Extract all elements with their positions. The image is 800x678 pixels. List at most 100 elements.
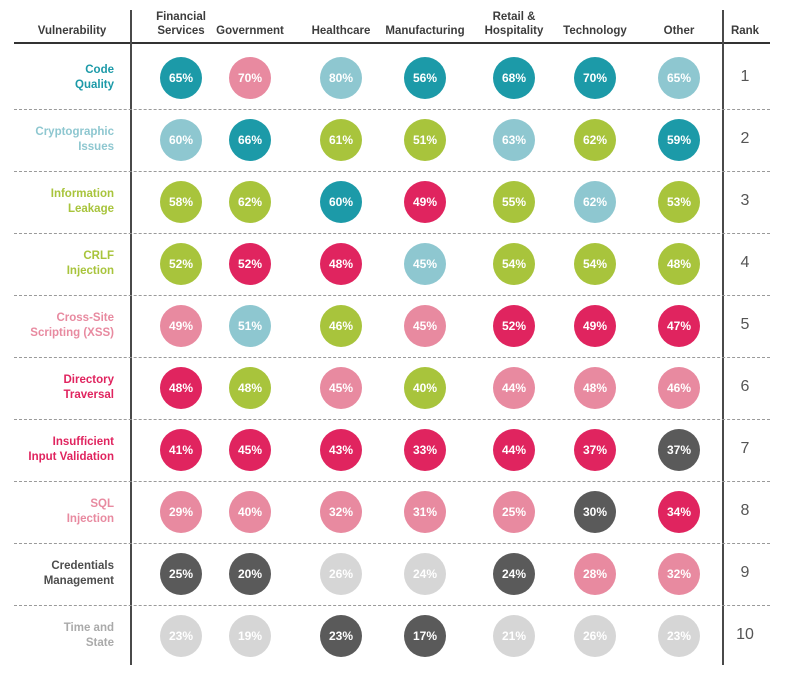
- vulnerability-label: Code Quality: [75, 64, 114, 91]
- percentage-bubble: 54%: [574, 243, 616, 285]
- percentage-bubble: 31%: [404, 491, 446, 533]
- column-header: Manufacturing: [385, 25, 465, 37]
- rank-value: 1: [740, 68, 750, 85]
- percentage-bubble: 51%: [404, 119, 446, 161]
- rank-value: 5: [740, 316, 750, 333]
- rank-value: 4: [740, 254, 750, 271]
- column-header: Vulnerability: [37, 25, 107, 37]
- percentage-bubble: 45%: [229, 429, 271, 471]
- percentage-bubble: 52%: [493, 305, 535, 347]
- percentage-bubble: 60%: [320, 181, 362, 223]
- percentage-bubble: 66%: [229, 119, 271, 161]
- vulnerability-label: Time and State: [63, 622, 114, 649]
- percentage-bubble: 21%: [493, 615, 535, 657]
- percentage-bubble: 46%: [658, 367, 700, 409]
- percentage-bubble: 17%: [404, 615, 446, 657]
- percentage-bubble: 45%: [404, 243, 446, 285]
- percentage-bubble: 25%: [493, 491, 535, 533]
- vulnerability-label: Credentials Management: [43, 560, 114, 587]
- row-divider: [14, 295, 770, 296]
- vulnerability-label: CRLF Injection: [66, 250, 114, 277]
- rank-value: 2: [740, 130, 750, 147]
- header-rule: [14, 42, 770, 44]
- column-header: Healthcare: [311, 25, 371, 37]
- row-divider: [14, 605, 770, 606]
- percentage-bubble: 58%: [160, 181, 202, 223]
- percentage-bubble: 40%: [229, 491, 271, 533]
- percentage-bubble: 37%: [658, 429, 700, 471]
- percentage-bubble: 32%: [658, 553, 700, 595]
- percentage-bubble: 62%: [574, 119, 616, 161]
- percentage-bubble: 47%: [658, 305, 700, 347]
- column-header: Rank: [730, 25, 760, 37]
- rank-value: 6: [740, 378, 750, 395]
- column-header: Financial Services: [156, 11, 206, 37]
- percentage-bubble: 60%: [160, 119, 202, 161]
- percentage-bubble: 65%: [658, 57, 700, 99]
- percentage-bubble: 23%: [160, 615, 202, 657]
- percentage-bubble: 37%: [574, 429, 616, 471]
- percentage-bubble: 53%: [658, 181, 700, 223]
- percentage-bubble: 44%: [493, 429, 535, 471]
- rank-value: 3: [740, 192, 750, 209]
- row-divider: [14, 171, 770, 172]
- percentage-bubble: 70%: [574, 57, 616, 99]
- percentage-bubble: 62%: [229, 181, 271, 223]
- percentage-bubble: 29%: [160, 491, 202, 533]
- vulnerability-label: Directory Traversal: [63, 374, 114, 401]
- percentage-bubble: 52%: [160, 243, 202, 285]
- percentage-bubble: 48%: [160, 367, 202, 409]
- percentage-bubble: 23%: [320, 615, 362, 657]
- percentage-bubble: 80%: [320, 57, 362, 99]
- percentage-bubble: 19%: [229, 615, 271, 657]
- percentage-bubble: 65%: [160, 57, 202, 99]
- percentage-bubble: 54%: [493, 243, 535, 285]
- percentage-bubble: 26%: [320, 553, 362, 595]
- percentage-bubble: 20%: [229, 553, 271, 595]
- percentage-bubble: 55%: [493, 181, 535, 223]
- percentage-bubble: 33%: [404, 429, 446, 471]
- row-divider: [14, 481, 770, 482]
- rank-value: 8: [740, 502, 750, 519]
- percentage-bubble: 25%: [160, 553, 202, 595]
- percentage-bubble: 68%: [493, 57, 535, 99]
- vulnerability-label: SQL Injection: [66, 498, 114, 525]
- percentage-bubble: 26%: [574, 615, 616, 657]
- rank-column-divider: [722, 10, 724, 665]
- percentage-bubble: 28%: [574, 553, 616, 595]
- rank-value: 10: [736, 626, 754, 643]
- rank-value: 9: [740, 564, 750, 581]
- vulnerability-label: Information Leakage: [50, 188, 114, 215]
- row-divider: [14, 109, 770, 110]
- percentage-bubble: 48%: [574, 367, 616, 409]
- percentage-bubble: 30%: [574, 491, 616, 533]
- vulnerability-label: Cryptographic Issues: [35, 126, 114, 153]
- percentage-bubble: 45%: [404, 305, 446, 347]
- percentage-bubble: 24%: [404, 553, 446, 595]
- percentage-bubble: 63%: [493, 119, 535, 161]
- percentage-bubble: 23%: [658, 615, 700, 657]
- percentage-bubble: 49%: [160, 305, 202, 347]
- percentage-bubble: 45%: [320, 367, 362, 409]
- percentage-bubble: 49%: [574, 305, 616, 347]
- vulnerability-column-divider: [130, 10, 132, 665]
- percentage-bubble: 34%: [658, 491, 700, 533]
- column-header: Retail & Hospitality: [484, 11, 544, 37]
- vulnerability-label: Cross-Site Scripting (XSS): [30, 312, 114, 339]
- row-divider: [14, 419, 770, 420]
- percentage-bubble: 61%: [320, 119, 362, 161]
- percentage-bubble: 32%: [320, 491, 362, 533]
- percentage-bubble: 43%: [320, 429, 362, 471]
- percentage-bubble: 62%: [574, 181, 616, 223]
- row-divider: [14, 543, 770, 544]
- row-divider: [14, 357, 770, 358]
- column-header: Government: [216, 25, 284, 37]
- percentage-bubble: 46%: [320, 305, 362, 347]
- percentage-bubble: 59%: [658, 119, 700, 161]
- percentage-bubble: 41%: [160, 429, 202, 471]
- vulnerability-label: Insufficient Input Validation: [28, 436, 114, 463]
- percentage-bubble: 70%: [229, 57, 271, 99]
- percentage-bubble: 48%: [320, 243, 362, 285]
- column-header: Technology: [563, 25, 627, 37]
